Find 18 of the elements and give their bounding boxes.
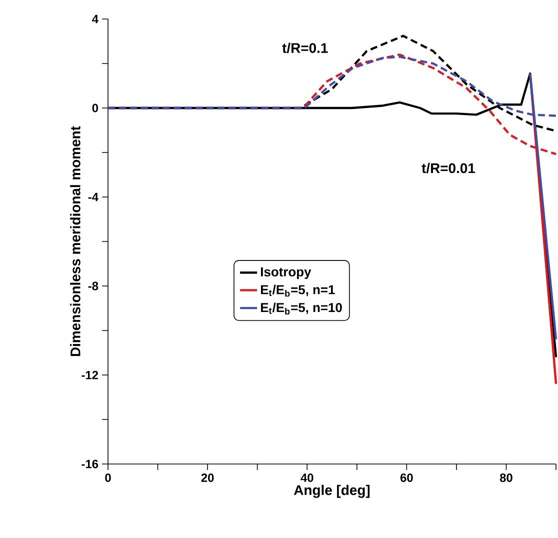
y-axis-title: Dimensionless meridional moment bbox=[70, 126, 80, 356]
y-tick-label: 0 bbox=[92, 104, 98, 112]
y-tick-label: -16 bbox=[82, 460, 98, 468]
x-tick-label: 60 bbox=[400, 474, 413, 482]
x-tick-label: 0 bbox=[105, 474, 111, 482]
y-tick-label: -12 bbox=[82, 370, 98, 380]
x-tick-label: 40 bbox=[300, 474, 314, 482]
legend-label: E$_{t}$/E$_{b}$=5, n=10 bbox=[261, 302, 342, 315]
annotation: t/R=0.01 bbox=[422, 162, 476, 174]
annotation: t/R=0.1 bbox=[282, 42, 328, 54]
x-tick-label: 20 bbox=[201, 474, 214, 482]
y-tick-label: -8 bbox=[88, 282, 98, 290]
x-tick-label: 80 bbox=[500, 474, 512, 482]
legend-label: E$_{t}$/E$_{b}$=5, n=1 bbox=[261, 284, 335, 297]
x-axis-title: Angle [deg] bbox=[294, 484, 370, 498]
legend-label: Isotropy bbox=[261, 267, 312, 279]
y-tick-label: -4 bbox=[88, 192, 98, 202]
y-tick-label: 4 bbox=[92, 14, 98, 24]
